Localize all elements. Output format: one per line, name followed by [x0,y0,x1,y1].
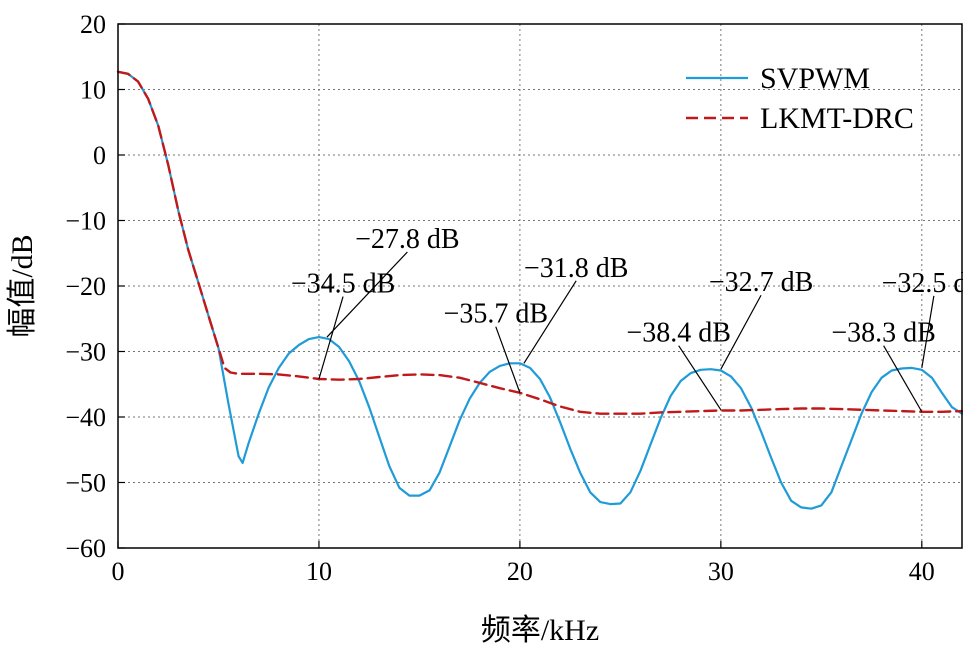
annotation-label: −35.7 dB [444,299,548,330]
annotation-label: −38.3 dB [831,318,935,349]
x-tick-label: 10 [306,557,332,586]
annotation-leader-line [326,251,408,338]
annotation-leader-line [720,294,762,370]
annotation-label: −34.5 dB [291,269,395,300]
annotation-label: −27.8 dB [355,224,459,255]
annotation-leader-line [883,345,923,413]
annotation-leader-line [318,296,344,380]
x-tick-label: 40 [909,557,935,586]
annotation-label: −31.8 dB [524,253,628,284]
axis-ticks: 0 10 20 30 40 20 10 0 −10 −20 −30 −40 −50 −60 [65,10,934,586]
annotation-leader-line [495,326,521,393]
y-tick-label: −30 [65,338,106,367]
x-axis-title: 频率/kHz [481,614,599,647]
series-line-lkmt-drc [116,70,963,415]
annotation-leader-line [921,295,935,368]
annotation-label: −32.7 dB [709,267,813,298]
legend-label: LKMT-DRC [760,102,914,135]
annotations: −34.5 dB −27.8 dB −35.7 dB −31.8 dB −38.4 dB… [291,224,963,413]
y-axis-title: 幅值/dB [6,234,39,337]
legend-label: SVPWM [760,62,870,95]
y-tick-label: −20 [65,272,106,301]
y-tick-label: −40 [65,403,106,432]
annotation-label: −32.5 dB [882,268,963,299]
x-tick-label: 20 [507,557,533,586]
annotation-leader-line [523,280,577,364]
annotation-label: −38.4 dB [626,318,730,349]
y-tick-label: 20 [80,10,106,39]
annotation-leader-line [678,345,722,411]
x-tick-label: 30 [708,557,734,586]
y-tick-label: −50 [65,469,106,498]
legend: SVPWM LKMT-DRC [686,62,914,135]
y-tick-label: −10 [65,207,106,236]
x-tick-label: 0 [112,557,125,586]
series-lines [116,70,963,510]
plot-frame [117,23,963,549]
y-tick-label: −60 [65,534,106,563]
y-tick-label: 0 [93,141,106,170]
y-tick-label: 10 [80,76,106,105]
series-line-svpwm [116,70,963,510]
